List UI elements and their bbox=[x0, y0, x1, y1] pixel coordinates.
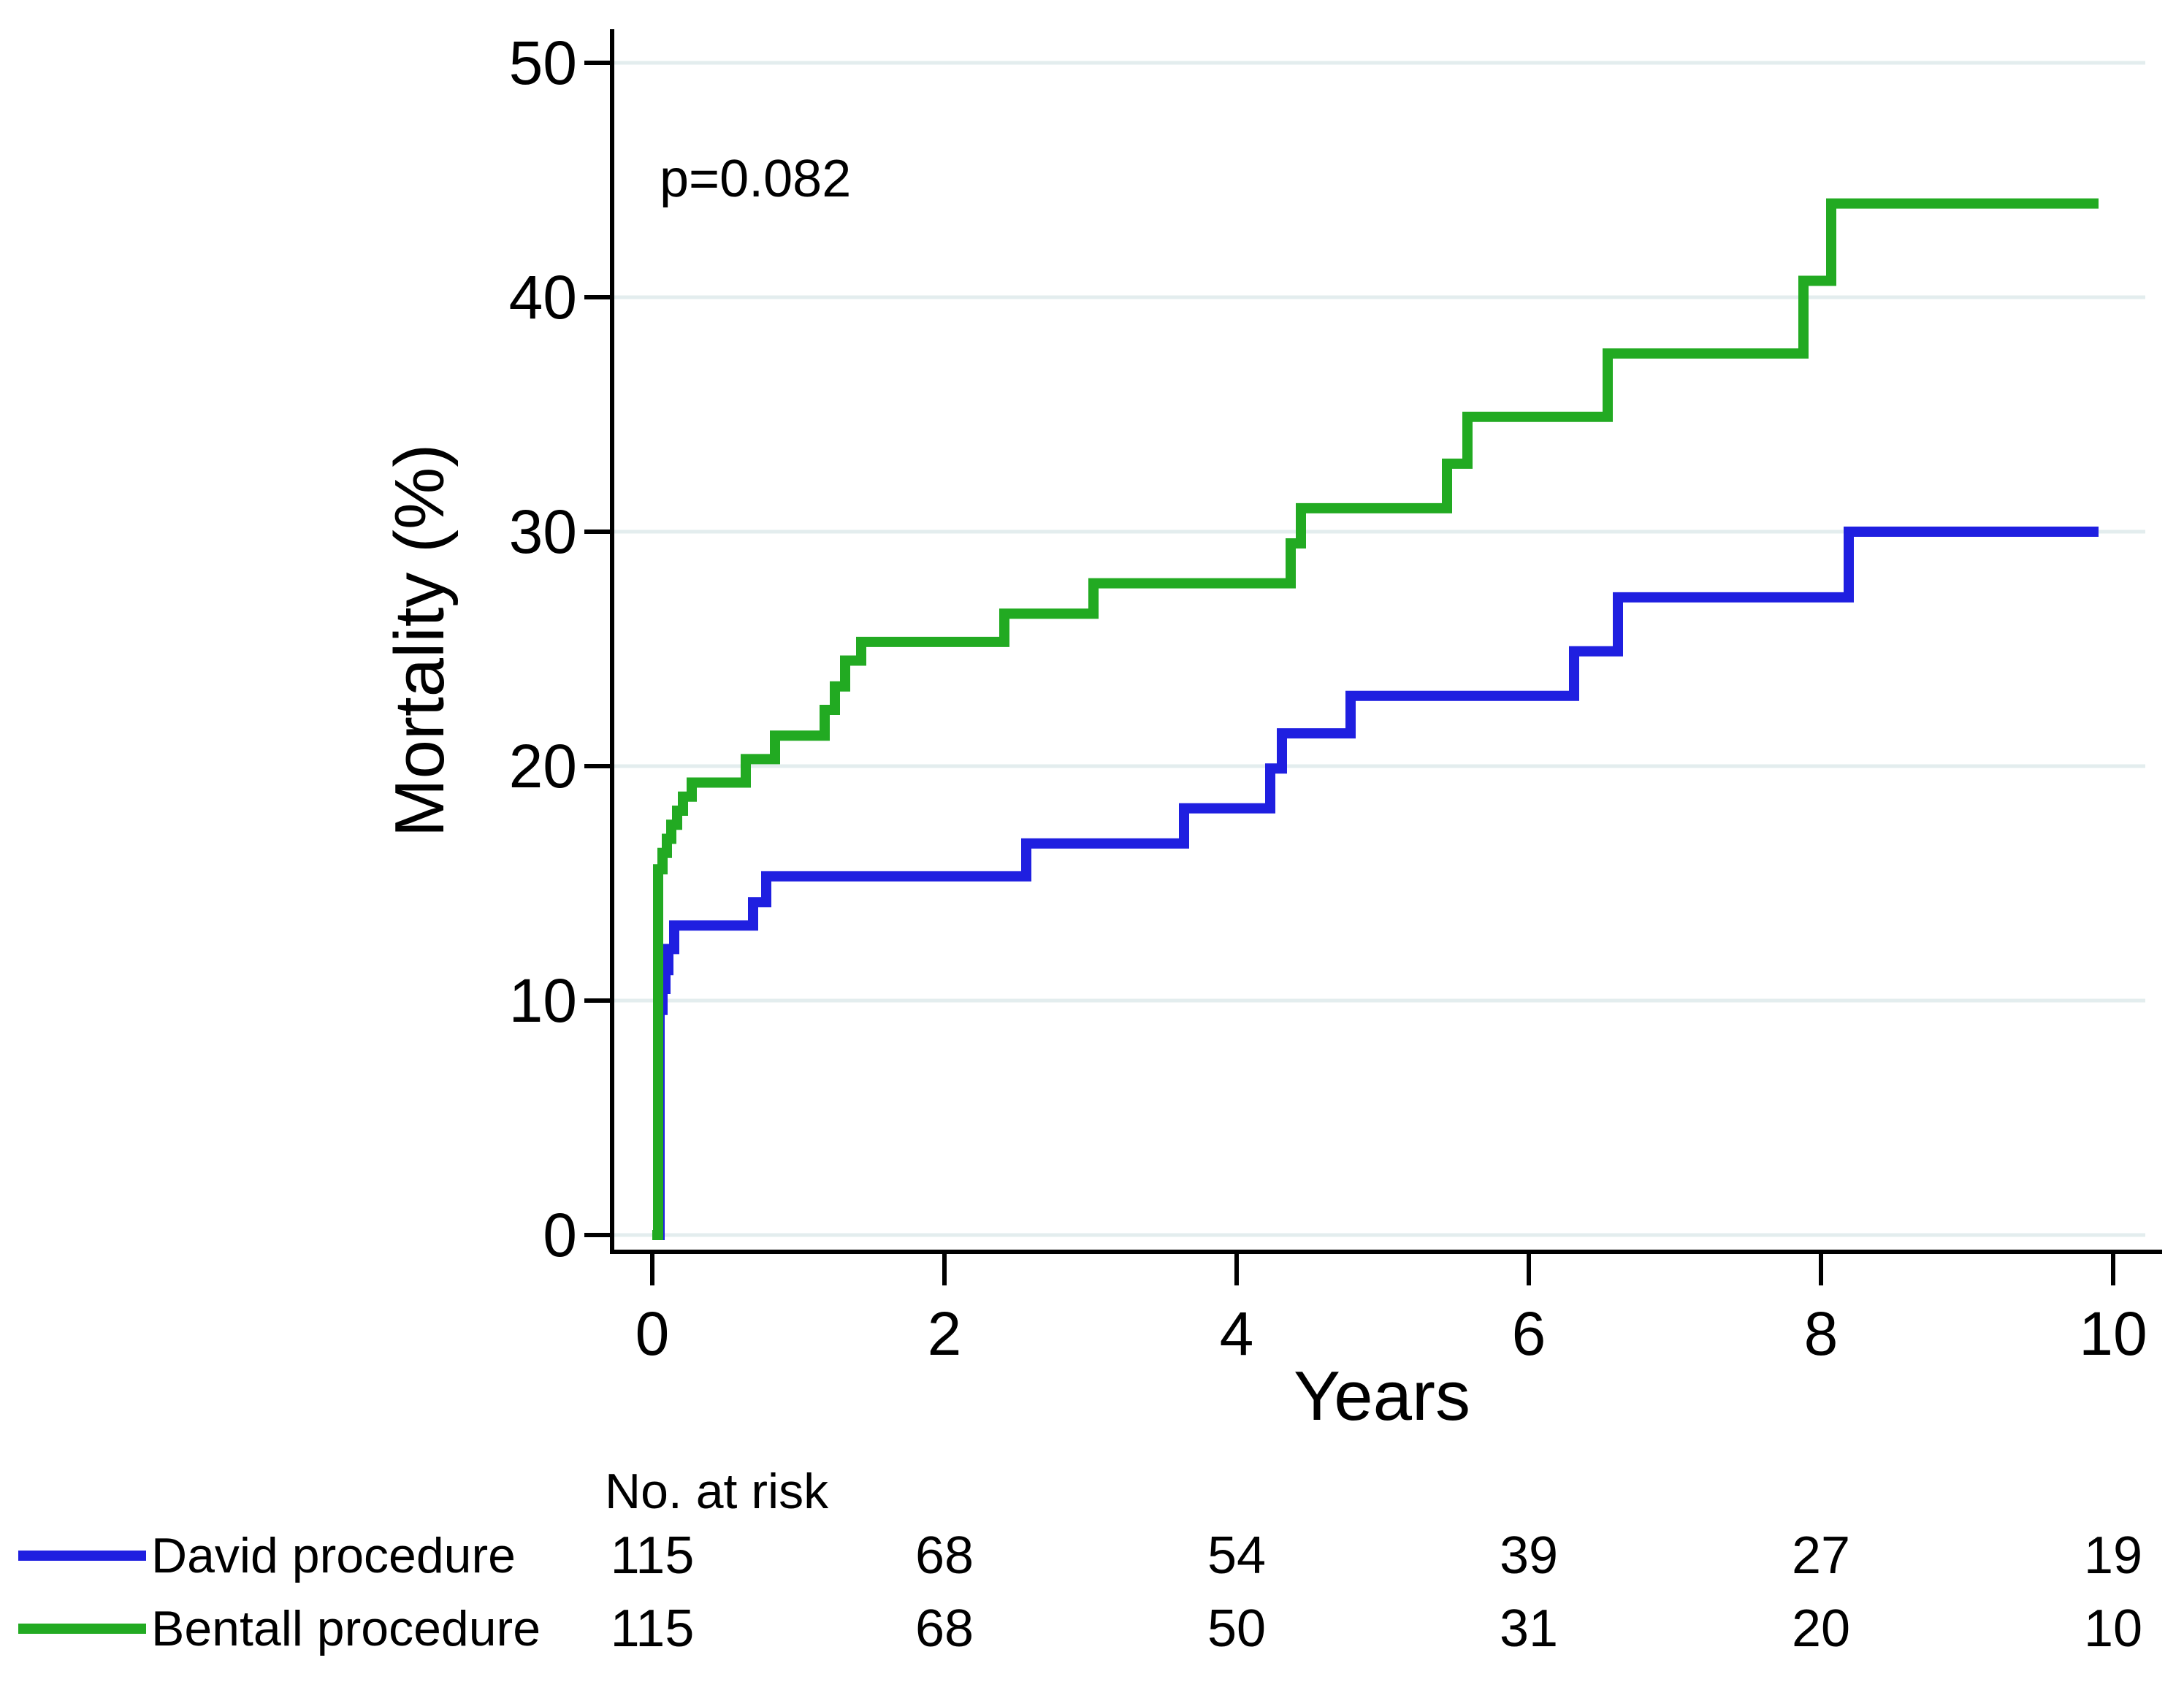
x-tick-label-2: 2 bbox=[927, 1299, 962, 1368]
curve-bentall bbox=[652, 198, 2099, 1240]
legend-swatch-bentall-line bbox=[18, 1624, 146, 1634]
risk-value-david-6yr: 39 bbox=[1499, 1526, 1559, 1585]
y-tick-label-50: 50 bbox=[508, 28, 577, 97]
risk-value-david-2yr: 68 bbox=[915, 1526, 974, 1585]
x-axis-title: Years bbox=[1294, 1357, 1470, 1435]
risk-value-david-4yr: 54 bbox=[1207, 1526, 1267, 1585]
y-tick-label-30: 30 bbox=[508, 497, 577, 566]
curve-david bbox=[654, 527, 2099, 1240]
y-tick-label-0: 0 bbox=[543, 1201, 577, 1269]
risk-value-david-10yr: 19 bbox=[2083, 1526, 2143, 1585]
p-value-annotation: p=0.082 bbox=[660, 150, 852, 208]
risk-table-header: No. at risk bbox=[605, 1464, 829, 1519]
risk-value-david-0yr: 115 bbox=[610, 1526, 695, 1585]
risk-value-bentall-6yr: 31 bbox=[1499, 1599, 1559, 1658]
y-tick-label-20: 20 bbox=[508, 732, 577, 800]
risk-value-bentall-2yr: 68 bbox=[915, 1599, 974, 1658]
risk-value-bentall-8yr: 20 bbox=[1791, 1599, 1851, 1658]
y-tick-label-10: 10 bbox=[508, 966, 577, 1035]
risk-value-david-8yr: 27 bbox=[1791, 1526, 1851, 1585]
risk-value-bentall-10yr: 10 bbox=[2083, 1599, 2143, 1658]
legend-label-bentall: Bentall procedure bbox=[151, 1601, 541, 1656]
x-tick-label-0: 0 bbox=[635, 1299, 670, 1368]
x-tick-label-4: 4 bbox=[1219, 1299, 1254, 1368]
risk-value-bentall-4yr: 50 bbox=[1207, 1599, 1267, 1658]
x-tick-label-6: 6 bbox=[1511, 1299, 1546, 1368]
y-tick-label-40: 40 bbox=[508, 263, 577, 332]
legend-label-david: David procedure bbox=[151, 1528, 516, 1583]
x-tick-label-8: 8 bbox=[1803, 1299, 1839, 1368]
legend-swatch-david-line bbox=[18, 1551, 146, 1561]
risk-value-bentall-0yr: 115 bbox=[610, 1599, 695, 1658]
x-tick-label-10: 10 bbox=[2079, 1299, 2147, 1368]
